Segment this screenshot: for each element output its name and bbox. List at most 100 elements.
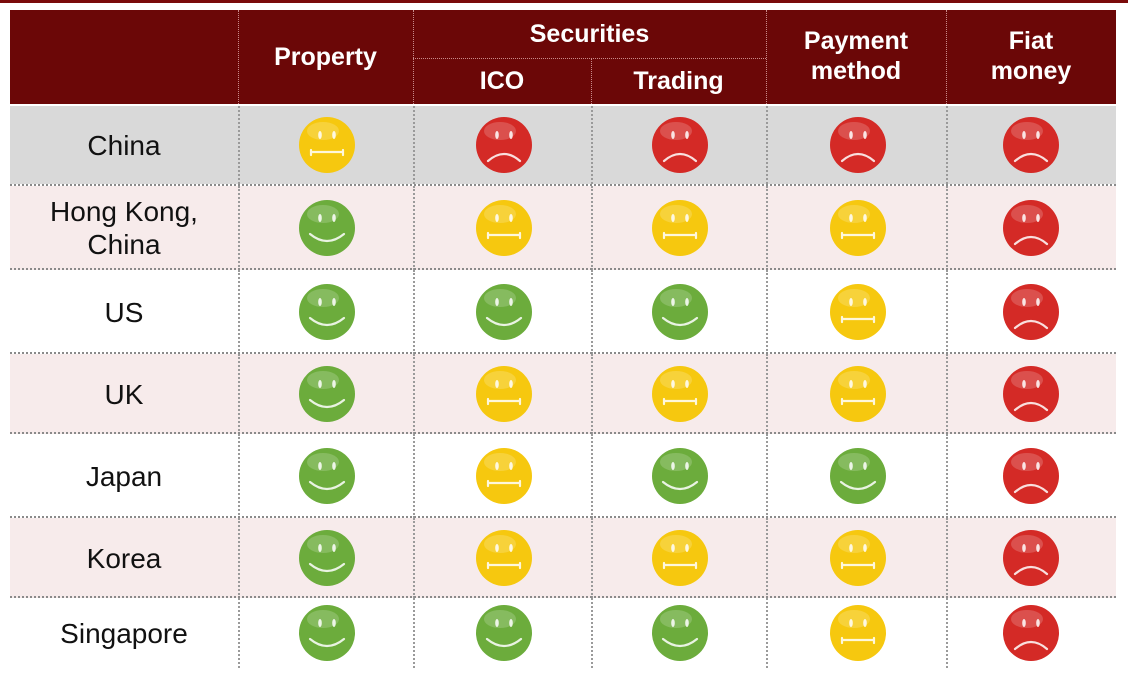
column-divider (238, 354, 240, 434)
column-divider (946, 598, 948, 668)
column-divider (946, 186, 948, 270)
column-divider (946, 434, 948, 518)
frown-face-icon (1001, 603, 1061, 663)
column-divider (766, 270, 768, 354)
header-divider (946, 10, 947, 104)
column-divider (238, 434, 240, 518)
column-divider (766, 186, 768, 270)
column-divider (946, 354, 948, 434)
smile-face-icon (474, 282, 534, 342)
column-divider (591, 186, 593, 270)
column-divider (591, 106, 593, 184)
column-divider (413, 598, 415, 668)
smile-face-icon (650, 603, 710, 663)
header-divider (238, 10, 239, 104)
neutral-face-icon (474, 528, 534, 588)
table-row: Korea (10, 518, 1116, 598)
smile-face-icon (297, 364, 357, 424)
column-divider (591, 598, 593, 668)
column-divider (946, 270, 948, 354)
header-ico: ICO (479, 67, 525, 95)
column-divider (413, 106, 415, 184)
neutral-face-icon (828, 282, 888, 342)
header-property: Property (274, 43, 377, 71)
smile-face-icon (650, 282, 710, 342)
neutral-face-icon (474, 446, 534, 506)
frown-face-icon (1001, 528, 1061, 588)
country-name: UK (104, 378, 144, 410)
header-trading: Trading (633, 67, 724, 95)
neutral-face-icon (650, 364, 710, 424)
country-name: Korea (86, 542, 162, 574)
country-name: Hong Kong, China (50, 196, 198, 260)
column-divider (766, 354, 768, 434)
column-divider (238, 270, 240, 354)
header-payment-method: Payment method (803, 27, 909, 85)
header-divider (413, 10, 414, 104)
smile-face-icon (474, 603, 534, 663)
column-divider (766, 434, 768, 518)
table-row: UK (10, 354, 1116, 434)
country-name: China (87, 129, 161, 161)
column-divider (413, 270, 415, 354)
column-divider (238, 106, 240, 184)
neutral-face-icon (650, 528, 710, 588)
column-divider (413, 518, 415, 598)
table-header: Property Securities ICO Trading Payment … (10, 10, 1116, 104)
header-corner (10, 10, 238, 104)
column-divider (946, 106, 948, 184)
frown-face-icon (650, 115, 710, 175)
table-row: Hong Kong, China (10, 186, 1116, 270)
neutral-face-icon (650, 198, 710, 258)
column-divider (591, 518, 593, 598)
row-divider (10, 432, 1116, 434)
column-divider (413, 186, 415, 270)
row-divider (10, 516, 1116, 518)
smile-face-icon (828, 446, 888, 506)
smile-face-icon (297, 282, 357, 342)
country-name: US (104, 296, 144, 328)
column-divider (766, 518, 768, 598)
table-row: US (10, 270, 1116, 354)
smile-face-icon (297, 446, 357, 506)
neutral-face-icon (297, 115, 357, 175)
column-divider (591, 354, 593, 434)
frown-face-icon (828, 115, 888, 175)
column-divider (591, 434, 593, 518)
column-divider (946, 518, 948, 598)
frown-face-icon (1001, 282, 1061, 342)
frown-face-icon (1001, 364, 1061, 424)
country-name: Singapore (60, 617, 188, 649)
neutral-face-icon (828, 198, 888, 258)
row-divider (10, 352, 1116, 354)
column-divider (413, 434, 415, 518)
column-divider (766, 106, 768, 184)
column-divider (766, 598, 768, 668)
smile-face-icon (297, 198, 357, 258)
table-row: Japan (10, 434, 1116, 518)
neutral-face-icon (828, 364, 888, 424)
smile-face-icon (650, 446, 710, 506)
column-divider (238, 186, 240, 270)
neutral-face-icon (828, 528, 888, 588)
column-divider (591, 270, 593, 354)
table-row: Singapore (10, 598, 1116, 668)
header-divider (591, 58, 592, 104)
neutral-face-icon (474, 198, 534, 258)
column-divider (413, 354, 415, 434)
smile-face-icon (297, 528, 357, 588)
column-divider (238, 518, 240, 598)
country-name: Japan (85, 460, 163, 492)
header-divider (766, 10, 767, 104)
column-divider (238, 598, 240, 668)
neutral-face-icon (828, 603, 888, 663)
frown-face-icon (1001, 446, 1061, 506)
row-divider (10, 596, 1116, 598)
row-divider (10, 268, 1116, 270)
frown-face-icon (1001, 115, 1061, 175)
frown-face-icon (474, 115, 534, 175)
header-securities: Securities (529, 20, 650, 48)
neutral-face-icon (474, 364, 534, 424)
header-fiat-money: Fiat money (990, 27, 1072, 85)
row-divider (10, 184, 1116, 186)
